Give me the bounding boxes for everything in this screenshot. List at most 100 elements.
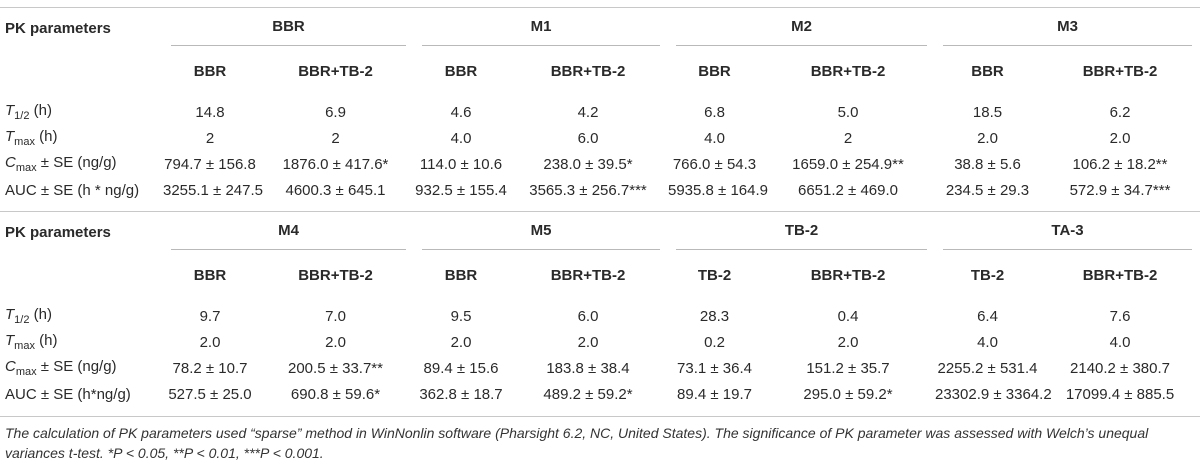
table-cell: 2.0 <box>977 129 998 147</box>
sub-header: BBR <box>193 62 227 80</box>
table-cell: 4.0 <box>977 333 998 351</box>
sub-header: BBR <box>444 266 478 284</box>
table-cell: 1659.0 ± 254.9** <box>792 155 904 173</box>
table-cell: 932.5 ± 155.4 <box>415 181 507 199</box>
sub-header: BBR <box>698 62 731 80</box>
table-cell: 14.8 <box>195 103 225 121</box>
table-cell: 7.6 <box>1109 307 1131 325</box>
table-row-t-max: Tmax (h) 2.0 2.0 2.0 2.0 0.2 2.0 4.0 4.0 <box>0 329 1200 355</box>
table-cell: 5935.8 ± 164.9 <box>668 181 768 199</box>
table-cell: 78.2 ± 10.7 <box>172 359 248 377</box>
table-cell: 151.2 ± 35.7 <box>806 359 890 377</box>
table-row-t-half: T1/2 (h) 9.7 7.0 9.5 6.0 28.3 0.4 6.4 7.… <box>0 299 1200 329</box>
table-cell: 295.0 ± 59.2* <box>803 385 893 403</box>
bottom-rule <box>0 416 1200 417</box>
sub-header: BBR <box>444 62 478 80</box>
group-header-tb2: TB-2 <box>668 213 935 251</box>
table-cell: 2 <box>331 129 340 147</box>
table-cell: 4600.3 ± 645.1 <box>285 181 386 199</box>
sub-header: BBR+TB-2 <box>298 62 373 80</box>
sub-header: BBR+TB-2 <box>810 62 886 80</box>
table-footnote: The calculation of PK parameters used “s… <box>5 425 1149 461</box>
group-header-m1: M1 <box>414 9 668 47</box>
table-cell: 2 <box>205 129 215 147</box>
table-cell: 2255.2 ± 531.4 <box>937 359 1038 377</box>
sub-header: TB-2 <box>970 266 1005 284</box>
table-cell: 2.0 <box>1109 129 1131 147</box>
sub-header: BBR+TB-2 <box>298 266 373 284</box>
table-cell: 0.4 <box>837 307 859 325</box>
table-cell: 4.0 <box>1109 333 1131 351</box>
sub-header: BBR+TB-2 <box>1082 266 1158 284</box>
table-cell: 2.0 <box>199 333 221 351</box>
table-row-auc: AUC ± SE (h * ng/g) 3255.1 ± 247.5 4600.… <box>0 177 1200 203</box>
group-header-m4: M4 <box>163 213 414 251</box>
pk-table-section-1: PK parameters BBR M1 M2 M3 BBR BBR+TB-2 … <box>0 9 1200 203</box>
table-cell: 6.9 <box>325 103 346 121</box>
table-cell: 28.3 <box>699 307 730 325</box>
row-label: AUC ± SE (h * ng/g) <box>5 181 140 199</box>
pk-parameters-header: PK parameters <box>5 19 111 37</box>
table-row-t-half: T1/2 (h) 14.8 6.9 4.6 4.2 6.8 5.0 18.5 6… <box>0 95 1200 125</box>
table-cell: 2.0 <box>577 333 599 351</box>
subgroup-header-row: BBR BBR+TB-2 BBR BBR+TB-2 TB-2 BBR+TB-2 … <box>0 251 1200 299</box>
table-cell: 362.8 ± 18.7 <box>419 385 503 403</box>
table-cell: 0.2 <box>704 333 725 351</box>
table-cell: 794.7 ± 156.8 <box>164 155 256 173</box>
table-cell: 4.0 <box>450 129 472 147</box>
table-cell: 4.0 <box>704 129 725 147</box>
table-cell: 18.5 <box>972 103 1003 121</box>
table-cell: 9.7 <box>199 307 221 325</box>
sub-header: BBR+TB-2 <box>1082 62 1158 80</box>
table-cell: 89.4 ± 19.7 <box>677 385 752 403</box>
table-cell: 3565.3 ± 256.7*** <box>529 181 647 199</box>
sub-header: BBR+TB-2 <box>810 266 886 284</box>
table-cell: 23302.9 ± 3364.2 <box>935 385 1052 403</box>
row-label: Tmax (h) <box>5 332 58 352</box>
table-cell: 572.9 ± 34.7*** <box>1069 181 1171 199</box>
table-cell: 2.0 <box>450 333 472 351</box>
table-row-t-max: Tmax (h) 2 2 4.0 6.0 4.0 2 2.0 2.0 <box>0 125 1200 151</box>
sub-header: BBR+TB-2 <box>550 62 626 80</box>
table-cell: 7.0 <box>325 307 346 325</box>
table-cell: 4.2 <box>577 103 599 121</box>
table-cell: 6.8 <box>704 103 725 121</box>
row-label: T1/2 (h) <box>5 102 52 122</box>
table-cell: 73.1 ± 36.4 <box>677 359 752 377</box>
pk-parameters-header: PK parameters <box>5 223 111 241</box>
table-cell: 2140.2 ± 380.7 <box>1070 359 1170 377</box>
top-rule <box>0 7 1200 8</box>
table-cell: 6651.2 ± 469.0 <box>798 181 898 199</box>
table-cell: 106.2 ± 18.2** <box>1072 155 1168 173</box>
table-cell: 238.0 ± 39.5* <box>543 155 633 173</box>
sub-header: TB-2 <box>697 266 732 284</box>
table-cell: 2 <box>843 129 853 147</box>
row-label: Cmax ± SE (ng/g) <box>5 154 117 174</box>
table-row-auc: AUC ± SE (h*ng/g) 527.5 ± 25.0 690.8 ± 5… <box>0 381 1200 407</box>
row-label: T1/2 (h) <box>5 306 52 326</box>
subgroup-header-row: BBR BBR+TB-2 BBR BBR+TB-2 BBR BBR+TB-2 B… <box>0 47 1200 95</box>
row-label: Cmax ± SE (ng/g) <box>5 358 117 378</box>
table-cell: 3255.1 ± 247.5 <box>163 181 263 199</box>
table-cell: 527.5 ± 25.0 <box>168 385 252 403</box>
sub-header: BBR <box>193 266 227 284</box>
table-cell: 38.8 ± 5.6 <box>954 155 1021 173</box>
table-cell: 2.0 <box>325 333 346 351</box>
table-cell: 6.2 <box>1109 103 1131 121</box>
group-header-bbr: BBR <box>163 9 414 47</box>
table-row-c-max: Cmax ± SE (ng/g) 78.2 ± 10.7 200.5 ± 33.… <box>0 355 1200 381</box>
table-cell: 690.8 ± 59.6* <box>290 385 381 403</box>
group-header-m5: M5 <box>414 213 668 251</box>
section-divider-rule <box>0 211 1200 212</box>
table-cell: 183.8 ± 38.4 <box>546 359 630 377</box>
table-cell: 6.0 <box>577 129 599 147</box>
group-header-row: PK parameters M4 M5 TB-2 TA-3 <box>0 213 1200 251</box>
row-label: AUC ± SE (h*ng/g) <box>5 385 131 403</box>
group-header-m2: M2 <box>668 9 935 47</box>
table-cell: 17099.4 ± 885.5 <box>1065 385 1175 403</box>
table-cell: 5.0 <box>837 103 859 121</box>
sub-header: BBR <box>971 62 1004 80</box>
table-cell: 6.4 <box>977 307 998 325</box>
table-cell: 1876.0 ± 417.6* <box>282 155 389 173</box>
table-cell: 234.5 ± 29.3 <box>945 181 1030 199</box>
